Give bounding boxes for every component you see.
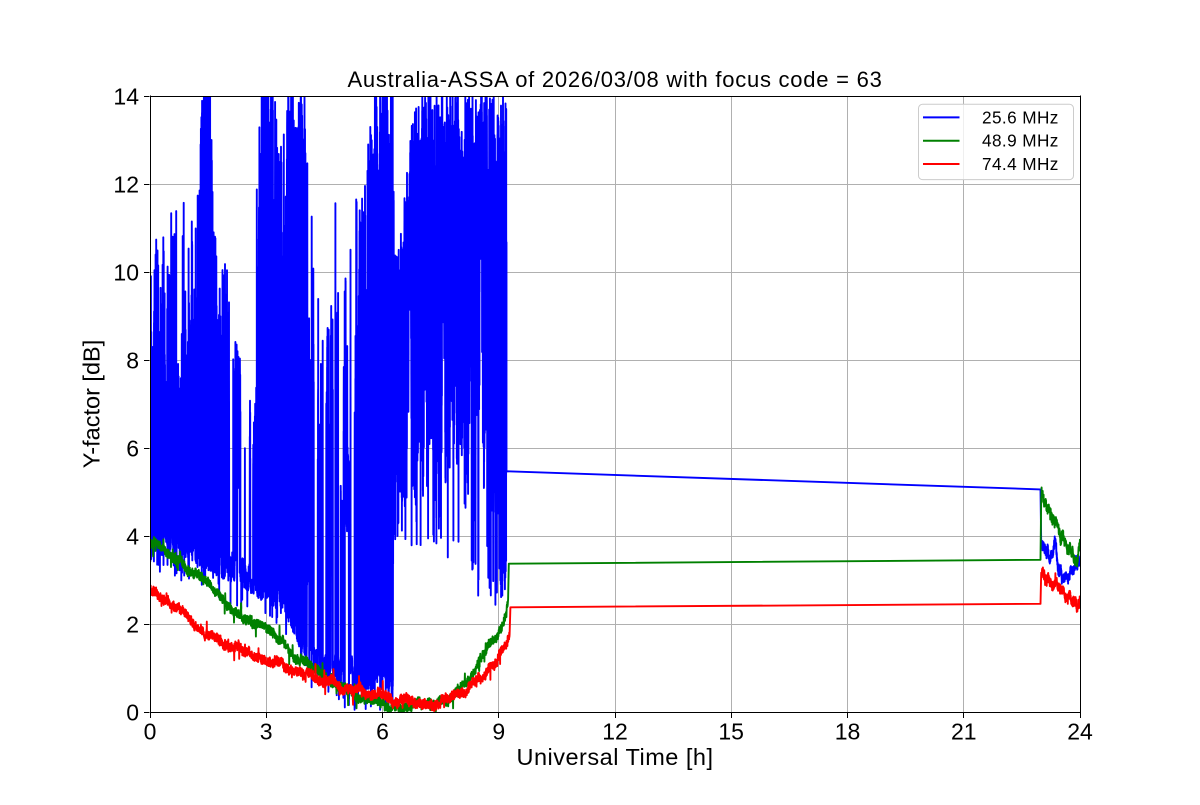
svg-text:6: 6	[126, 436, 139, 462]
svg-text:10: 10	[113, 260, 139, 286]
svg-text:9: 9	[492, 719, 505, 745]
svg-text:Australia-ASSA of 2026/03/08 w: Australia-ASSA of 2026/03/08 with focus …	[347, 67, 882, 92]
svg-text:21: 21	[951, 719, 977, 745]
svg-text:Y-factor [dB]: Y-factor [dB]	[79, 340, 105, 468]
svg-text:2: 2	[126, 612, 139, 638]
svg-text:12: 12	[602, 719, 628, 745]
svg-text:6: 6	[376, 719, 389, 745]
svg-text:24: 24	[1067, 719, 1093, 745]
svg-text:14: 14	[113, 84, 139, 110]
svg-text:74.4 MHz: 74.4 MHz	[982, 154, 1059, 174]
svg-text:18: 18	[835, 719, 861, 745]
svg-text:8: 8	[126, 348, 139, 374]
svg-text:0: 0	[126, 700, 139, 726]
svg-text:3: 3	[260, 719, 273, 745]
svg-text:4: 4	[126, 524, 139, 550]
svg-text:48.9 MHz: 48.9 MHz	[982, 131, 1059, 151]
svg-text:15: 15	[718, 719, 744, 745]
svg-text:25.6 MHz: 25.6 MHz	[982, 107, 1059, 127]
svg-text:Universal Time [h]: Universal Time [h]	[516, 744, 713, 770]
svg-text:0: 0	[144, 719, 157, 745]
svg-text:12: 12	[113, 172, 139, 198]
